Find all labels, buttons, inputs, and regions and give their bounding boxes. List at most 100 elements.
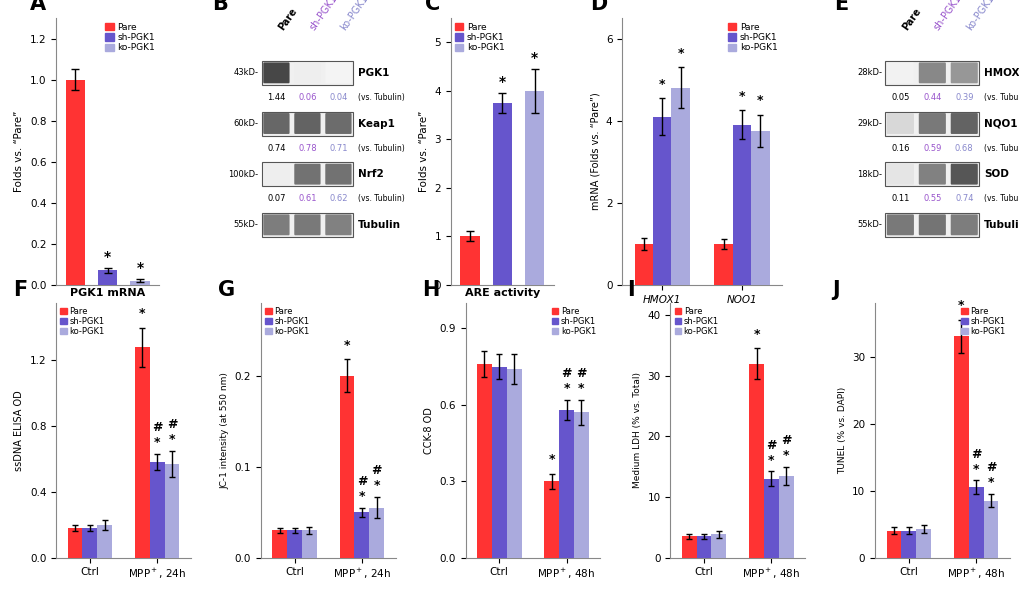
Y-axis label: Medium LDH (% vs. Total): Medium LDH (% vs. Total) (633, 372, 641, 488)
FancyBboxPatch shape (325, 215, 352, 235)
FancyBboxPatch shape (950, 164, 977, 185)
Bar (884, 162, 978, 186)
Text: PGK1: PGK1 (358, 68, 389, 78)
Text: *: * (972, 463, 978, 476)
FancyBboxPatch shape (918, 62, 945, 83)
Y-axis label: Folds vs. “Pare”: Folds vs. “Pare” (14, 111, 24, 192)
Bar (558, 410, 574, 558)
Legend: Pare, sh-PGK1, ko-PGK1: Pare, sh-PGK1, ko-PGK1 (265, 307, 309, 336)
Text: 0.39: 0.39 (954, 93, 972, 102)
Text: #: # (152, 421, 162, 435)
Text: 55kD-: 55kD- (233, 221, 259, 229)
Bar (884, 112, 978, 136)
Bar (355, 512, 369, 558)
Bar (83, 528, 97, 558)
Legend: Pare, sh-PGK1, ko-PGK1: Pare, sh-PGK1, ko-PGK1 (454, 22, 504, 52)
Y-axis label: TUNEL (% vs. DAPI): TUNEL (% vs. DAPI) (837, 387, 846, 474)
Text: SOD: SOD (983, 169, 1008, 179)
Legend: Pare, sh-PGK1, ko-PGK1: Pare, sh-PGK1, ko-PGK1 (960, 307, 1005, 336)
Text: #: # (560, 367, 572, 380)
Text: NQO1: NQO1 (983, 119, 1017, 128)
Bar (262, 61, 353, 85)
Text: *: * (677, 47, 683, 60)
Y-axis label: mRNA (Folds vs. “Pare”): mRNA (Folds vs. “Pare”) (590, 93, 600, 210)
Text: 0.71: 0.71 (329, 144, 347, 153)
Text: *: * (753, 328, 759, 341)
FancyBboxPatch shape (325, 164, 352, 185)
FancyBboxPatch shape (294, 215, 320, 235)
FancyBboxPatch shape (263, 215, 289, 235)
Bar (98, 270, 117, 285)
Bar (491, 367, 506, 558)
FancyBboxPatch shape (263, 113, 289, 134)
Text: Keap1: Keap1 (358, 119, 394, 128)
Text: 0.78: 0.78 (298, 144, 317, 153)
FancyBboxPatch shape (325, 113, 352, 134)
Text: I: I (627, 280, 634, 300)
Text: 0.11: 0.11 (891, 194, 909, 203)
Bar (97, 525, 112, 558)
Text: *: * (756, 94, 763, 107)
Text: 29kD-: 29kD- (856, 119, 881, 128)
Text: Pare: Pare (276, 6, 299, 32)
Text: G: G (217, 280, 234, 300)
Text: *: * (658, 78, 664, 91)
Text: 0.07: 0.07 (267, 194, 285, 203)
Text: 28kD-: 28kD- (856, 68, 881, 78)
Bar (262, 112, 353, 136)
Text: *: * (783, 449, 789, 462)
Bar (915, 530, 930, 558)
FancyBboxPatch shape (886, 215, 913, 235)
Text: *: * (137, 261, 144, 275)
Text: *: * (986, 476, 994, 489)
Text: Pare: Pare (900, 6, 922, 32)
Bar (671, 88, 689, 285)
Text: #: # (781, 434, 791, 447)
Bar (477, 364, 491, 558)
Text: #: # (371, 464, 381, 477)
FancyBboxPatch shape (918, 215, 945, 235)
Bar (732, 125, 750, 285)
Text: (vs. Tubulin): (vs. Tubulin) (983, 194, 1019, 203)
Text: B: B (212, 0, 227, 14)
Text: *: * (359, 490, 365, 503)
Text: *: * (548, 453, 554, 466)
Bar (262, 162, 353, 186)
Text: *: * (373, 479, 379, 492)
Text: Nrf2: Nrf2 (358, 169, 383, 179)
Bar (574, 413, 588, 558)
Text: (vs. Tubulin): (vs. Tubulin) (358, 194, 405, 203)
FancyBboxPatch shape (950, 62, 977, 83)
Text: 55kD-: 55kD- (856, 221, 881, 229)
Bar (272, 530, 286, 558)
Bar (525, 91, 544, 285)
Bar (135, 347, 150, 558)
FancyBboxPatch shape (294, 113, 320, 134)
Bar (150, 462, 164, 558)
FancyBboxPatch shape (918, 164, 945, 185)
Bar (953, 336, 968, 558)
Text: 0.59: 0.59 (922, 144, 941, 153)
Bar (262, 213, 353, 237)
Bar (968, 487, 982, 558)
FancyBboxPatch shape (886, 113, 913, 134)
Text: D: D (590, 0, 607, 14)
FancyBboxPatch shape (950, 215, 977, 235)
Text: *: * (168, 433, 175, 446)
Text: *: * (154, 436, 160, 450)
Text: 0.06: 0.06 (298, 93, 316, 102)
Bar (506, 369, 521, 558)
Bar (492, 103, 512, 285)
Text: ko-PGK1: ko-PGK1 (338, 0, 370, 32)
Text: sh-PGK1: sh-PGK1 (307, 0, 338, 32)
Text: 0.68: 0.68 (954, 144, 972, 153)
Text: 0.62: 0.62 (329, 194, 347, 203)
Legend: Pare, sh-PGK1, ko-PGK1: Pare, sh-PGK1, ko-PGK1 (728, 22, 776, 52)
Legend: Pare, sh-PGK1, ko-PGK1: Pare, sh-PGK1, ko-PGK1 (60, 307, 105, 336)
Bar (710, 534, 726, 558)
Legend: Pare, sh-PGK1, ko-PGK1: Pare, sh-PGK1, ko-PGK1 (551, 307, 595, 336)
Bar (748, 364, 763, 558)
Text: C: C (425, 0, 440, 14)
Text: HMOX1: HMOX1 (983, 68, 1019, 78)
Legend: Pare, sh-PGK1, ko-PGK1: Pare, sh-PGK1, ko-PGK1 (105, 22, 155, 52)
